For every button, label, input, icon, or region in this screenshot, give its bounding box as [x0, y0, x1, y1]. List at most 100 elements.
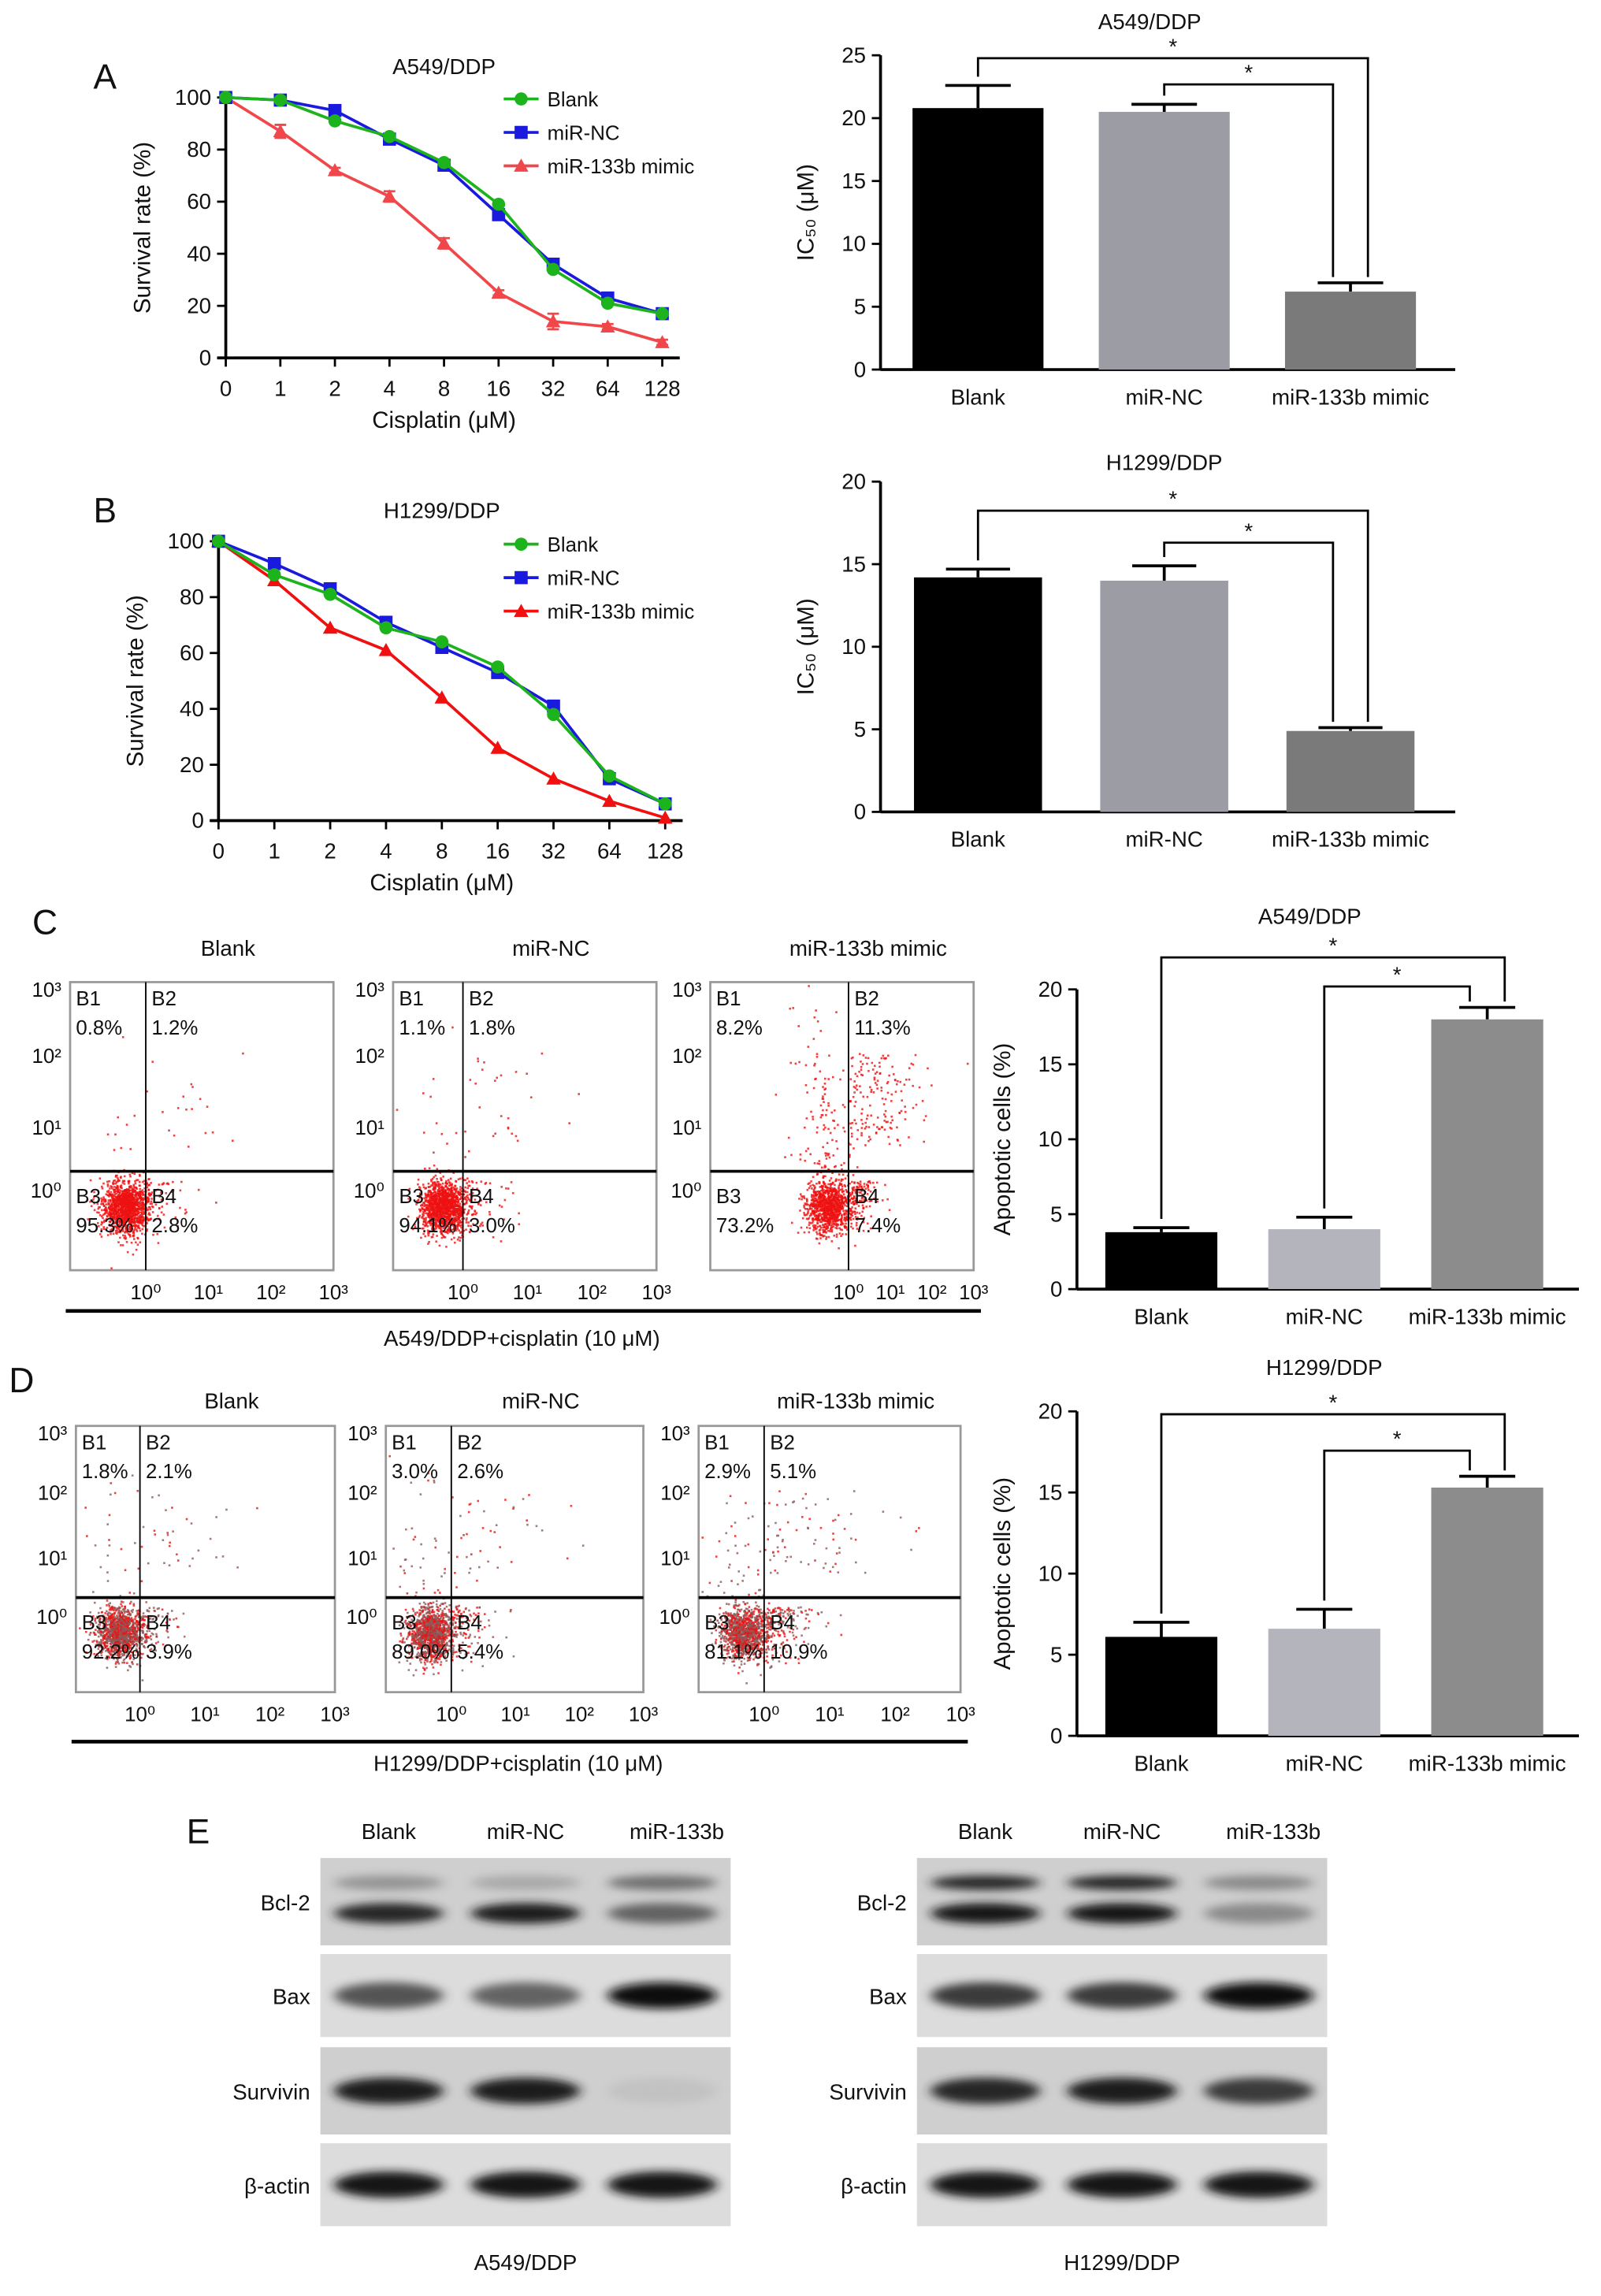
event-dot — [130, 1647, 133, 1649]
event-dot — [110, 1191, 113, 1194]
event-dot — [862, 1095, 865, 1098]
event-dot — [124, 1208, 127, 1211]
event-dot — [455, 1224, 459, 1228]
event-dot — [845, 1217, 848, 1220]
event-dot — [432, 1078, 435, 1080]
event-dot — [119, 1224, 121, 1227]
y-tick-label: 40 — [180, 697, 204, 721]
event-dot — [843, 1161, 845, 1165]
event-dot — [886, 1091, 890, 1094]
event-dot — [445, 1183, 448, 1185]
event-dot — [488, 1182, 492, 1185]
event-dot — [134, 1226, 137, 1229]
event-dot — [147, 1198, 150, 1201]
data-point-circle — [658, 797, 672, 811]
event-dot — [852, 1217, 855, 1220]
event-dot — [804, 1126, 806, 1129]
event-dot — [102, 1228, 106, 1231]
event-dot — [853, 1181, 856, 1183]
event-dot — [173, 1134, 176, 1137]
event-dot — [823, 1235, 826, 1237]
event-dot — [830, 1191, 834, 1194]
event-dot — [121, 1180, 124, 1183]
event-dot — [147, 1219, 150, 1221]
event-dot — [104, 1198, 106, 1201]
event-dot — [835, 1204, 838, 1207]
event-dot — [827, 1194, 830, 1198]
event-dot — [440, 1185, 444, 1188]
data-point-circle — [437, 156, 451, 169]
event-dot — [434, 1225, 437, 1228]
event-dot — [853, 1195, 856, 1198]
event-dot — [112, 1208, 115, 1210]
error-bar — [1131, 102, 1198, 112]
event-dot — [100, 1197, 102, 1200]
event-dot — [815, 1224, 817, 1227]
event-dot — [845, 1233, 848, 1235]
event-dot — [462, 1179, 466, 1181]
event-dot — [480, 1199, 483, 1202]
event-dot — [110, 1218, 113, 1221]
event-dot — [140, 1580, 143, 1583]
event-dot — [139, 1184, 141, 1187]
event-dot — [834, 1210, 838, 1213]
event-dot — [822, 1095, 824, 1098]
event-dot — [136, 1211, 139, 1213]
event-dot — [134, 1182, 137, 1185]
event-dot — [443, 1235, 445, 1239]
event-dot — [119, 1197, 122, 1199]
event-dot — [457, 1192, 460, 1194]
event-dot — [884, 1057, 886, 1060]
event-dot — [830, 1229, 834, 1232]
event-dot — [828, 1206, 830, 1209]
event-dot — [113, 1204, 115, 1207]
flow-plot-title: miR-NC — [512, 936, 589, 960]
event-dot — [133, 1213, 136, 1216]
event-dot — [435, 1240, 438, 1243]
event-dot — [819, 1232, 821, 1235]
event-dot — [102, 1639, 104, 1642]
event-dot — [143, 1183, 146, 1185]
event-dot — [110, 1203, 113, 1206]
event-dot — [821, 1234, 824, 1237]
event-dot — [824, 1214, 827, 1217]
y-tick-label: 10² — [672, 1046, 702, 1068]
event-dot — [179, 1206, 181, 1209]
event-dot — [812, 1217, 814, 1220]
event-dot — [465, 1219, 468, 1221]
event-dot — [507, 1116, 510, 1120]
event-dot — [801, 1217, 804, 1220]
event-dot — [835, 1011, 838, 1013]
event-dot — [122, 1217, 125, 1220]
event-dot — [449, 1214, 451, 1217]
event-dot — [190, 1522, 193, 1525]
event-dot — [132, 1198, 136, 1202]
event-dot — [141, 1180, 144, 1183]
event-dot — [867, 1181, 870, 1183]
event-dot — [171, 1191, 173, 1193]
event-dot — [172, 1198, 175, 1201]
event-dot — [828, 1213, 830, 1215]
event-dot — [102, 1198, 105, 1200]
event-dot — [460, 1231, 463, 1233]
event-dot — [140, 1623, 143, 1626]
event-dot — [428, 1198, 431, 1202]
event-dot — [113, 1210, 117, 1213]
event-dot — [136, 1489, 139, 1492]
event-dot — [124, 1195, 126, 1198]
event-dot — [446, 1188, 449, 1191]
event-dot — [448, 1216, 451, 1219]
event-dot — [136, 1207, 139, 1209]
event-dot — [866, 1193, 869, 1195]
event-dot — [112, 1181, 114, 1184]
event-dot — [120, 1547, 123, 1551]
event-dot — [139, 1209, 143, 1211]
event-dot — [804, 1083, 808, 1087]
event-dot — [857, 1187, 860, 1189]
event-dot — [880, 1057, 883, 1060]
event-dot — [171, 1507, 173, 1509]
event-dot — [428, 1196, 431, 1198]
event-dot — [440, 1202, 443, 1205]
event-dot — [437, 1180, 440, 1183]
